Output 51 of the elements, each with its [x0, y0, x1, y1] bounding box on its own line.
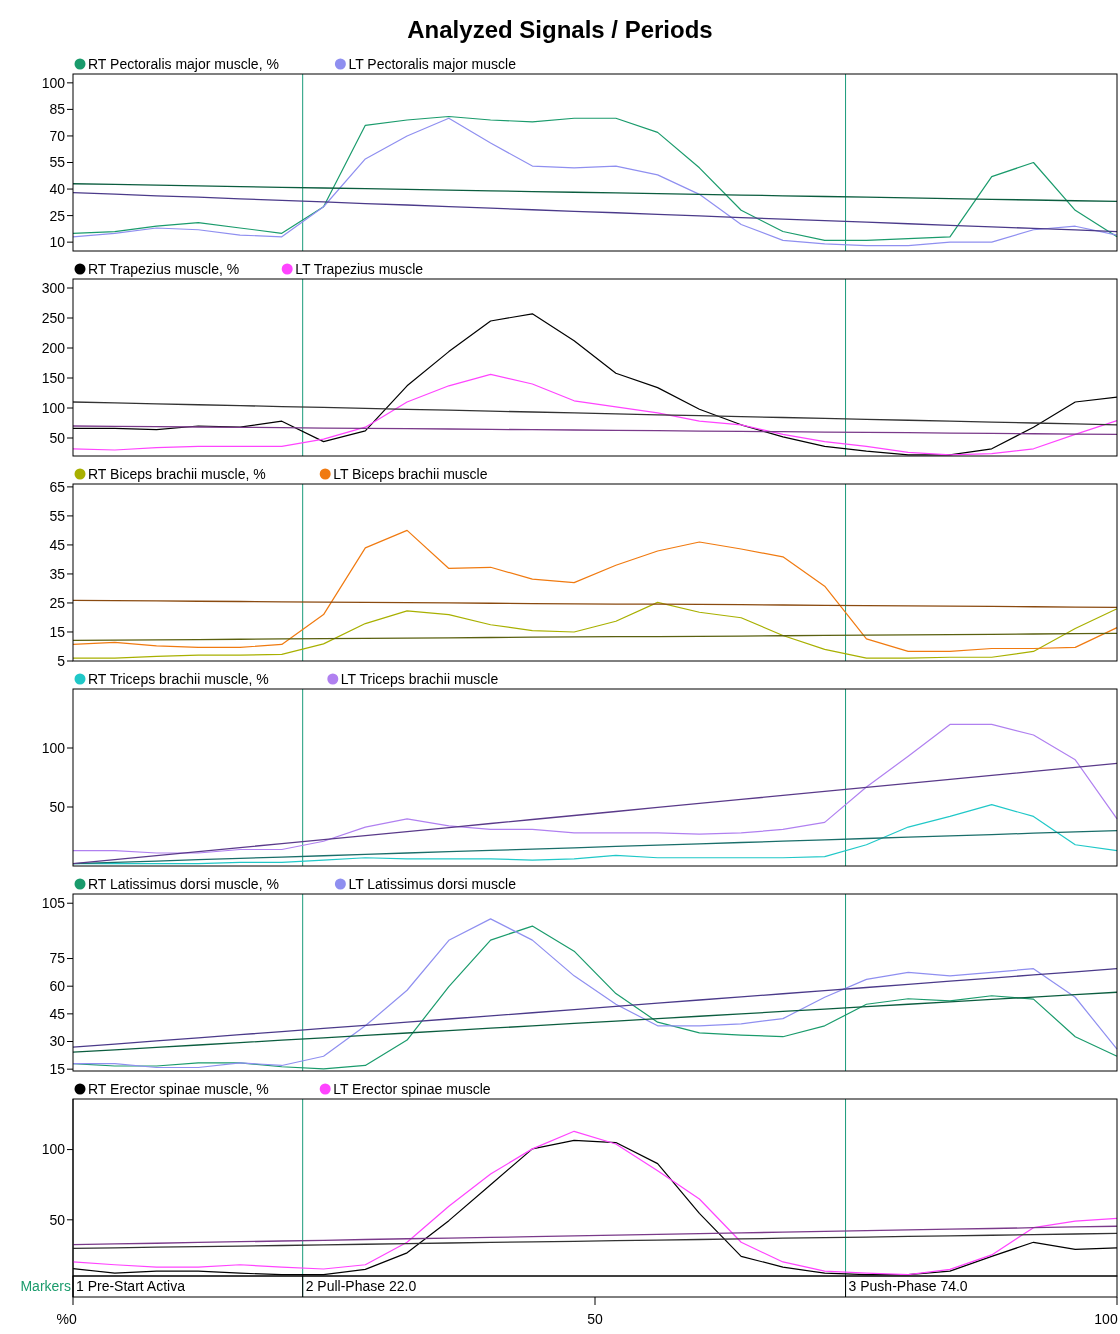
y-tick-label: 60 — [49, 978, 66, 995]
y-tick-label: 100 — [41, 1141, 66, 1158]
y-tick-label: 15 — [49, 623, 66, 640]
y-tick-label: 100 — [41, 74, 66, 91]
y-tick-label: 105 — [41, 895, 66, 912]
ref-line-label: 3 Push-Phase 74.0 — [848, 1278, 968, 1295]
x-tick-label: 50 — [587, 1311, 603, 1327]
legend-label: LT Triceps brachii muscle — [340, 670, 499, 687]
legend-label: LT Pectoralis major muscle — [348, 55, 517, 72]
y-tick-label: 75 — [49, 950, 66, 967]
legend-label: LT Biceps brachii muscle — [333, 465, 488, 482]
y-tick-label: 55 — [49, 154, 66, 171]
y-tick-label: 45 — [49, 1005, 66, 1022]
legend-label: RT Trapezius muscle, % — [88, 260, 240, 277]
y-tick-label: 15 — [49, 1061, 66, 1078]
y-tick-label: 25 — [49, 594, 66, 611]
y-tick-label: 50 — [49, 1211, 66, 1228]
y-tick-label: 10 — [49, 234, 66, 251]
y-tick-label: 25 — [49, 207, 66, 224]
y-tick-label: 65 — [49, 478, 66, 495]
legend-label: RT Latissimus dorsi muscle, % — [88, 875, 279, 892]
legend-label: RT Erector spinae muscle, % — [88, 1080, 269, 1097]
x-tick-label: 0 — [69, 1311, 78, 1327]
chart-title: Analyzed Signals / Periods — [407, 16, 713, 43]
y-tick-label: 55 — [49, 507, 66, 524]
y-tick-label: 70 — [49, 127, 66, 144]
y-tick-label: 200 — [41, 339, 66, 356]
x-axis-title: % — [56, 1311, 69, 1327]
y-tick-label: 300 — [41, 279, 66, 296]
text: Markers — [20, 1278, 71, 1295]
ref-line-label: 1 Pre-Start Activa — [76, 1278, 186, 1295]
y-tick-label: 30 — [49, 1033, 66, 1050]
y-tick-label: 250 — [41, 309, 66, 326]
y-tick-label: 50 — [49, 798, 66, 815]
legend-label: LT Erector spinae muscle — [333, 1080, 491, 1097]
y-tick-label: 100 — [41, 399, 66, 416]
x-tick-label: 100 — [1094, 1311, 1118, 1327]
y-tick-label: 150 — [41, 369, 66, 386]
y-tick-label: 50 — [49, 429, 66, 446]
ref-line-label: 2 Pull-Phase 22.0 — [305, 1278, 417, 1295]
legend-label: RT Pectoralis major muscle, % — [88, 55, 279, 72]
y-tick-label: 45 — [49, 536, 66, 553]
y-tick-label: 85 — [49, 101, 66, 118]
y-tick-label: 5 — [57, 652, 66, 669]
legend-label: LT Latissimus dorsi muscle — [348, 875, 517, 892]
legend-label: RT Triceps brachii muscle, % — [88, 670, 269, 687]
y-tick-label: 100 — [41, 739, 66, 756]
y-tick-label: 35 — [49, 565, 66, 582]
y-tick-label: 40 — [49, 180, 66, 197]
legend-label: LT Trapezius muscle — [295, 260, 424, 277]
legend-label: RT Biceps brachii muscle, % — [88, 465, 266, 482]
